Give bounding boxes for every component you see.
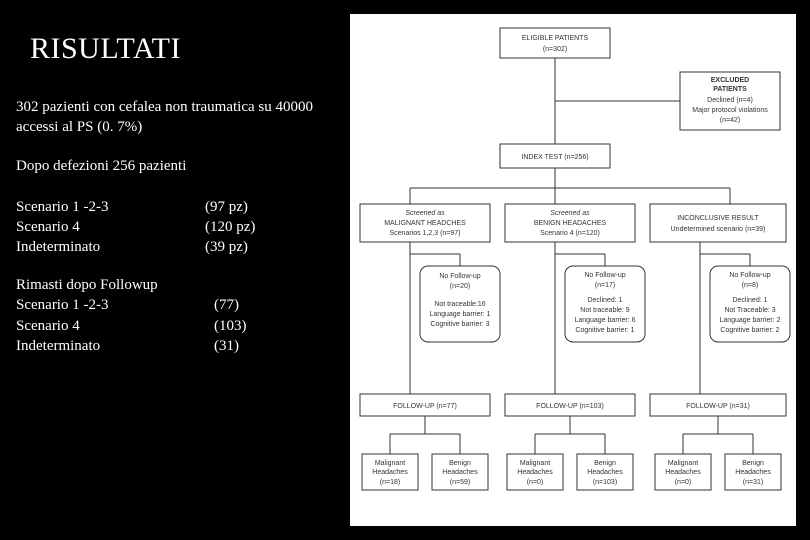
lbl: Scenario 4 (n=120)	[540, 230, 600, 237]
excluded-title1: EXCLUDED	[711, 77, 750, 84]
lbl: Malignant	[375, 460, 405, 467]
lbl: Screened as	[550, 210, 590, 217]
conn	[683, 416, 753, 454]
eligible-n: (n=302)	[543, 46, 567, 53]
excluded-title2: PATIENTS	[713, 86, 747, 93]
lbl: No Follow-up	[584, 272, 625, 279]
lbl: Malignant	[520, 460, 550, 467]
lbl: Cognitive barrier: 1	[575, 327, 634, 334]
lbl: BENIGN HEADACHES	[534, 220, 607, 227]
cell: Scenario 4	[16, 316, 196, 336]
conn	[410, 242, 460, 266]
excluded-line3: Declined (n=4)	[707, 97, 753, 104]
lbl: INCONCLUSIVE RESULT	[677, 215, 759, 222]
cell: (103)	[214, 316, 334, 336]
cell: (120 pz)	[205, 217, 334, 237]
patient-flow-diagram: ELIGIBLE PATIENTS (n=302) EXCLUDED PATIE…	[350, 14, 796, 526]
after-dropout-paragraph: Dopo defezioni 256 pazienti	[16, 157, 334, 177]
lbl: Headaches	[372, 469, 408, 476]
lbl: Benign	[594, 460, 616, 467]
scenario-counts-table: Scenario 1 -2-3 (97 pz) Scenario 4 (120 pz…	[16, 197, 334, 258]
conn	[555, 242, 605, 266]
cell: Indeterminato	[16, 336, 196, 356]
cell: Indeterminato	[16, 237, 187, 257]
lbl: Language barrier: 2	[719, 317, 780, 324]
cell: (77)	[214, 295, 334, 315]
excluded-line4: Major protocol violations	[692, 107, 768, 114]
lbl: MALIGNANT HEADCHES	[384, 220, 466, 227]
lbl: Malignant	[668, 460, 698, 467]
page-title: RISULTATI	[30, 32, 334, 66]
text-panel: RISULTATI 302 pazienti con cefalea non t…	[0, 0, 350, 540]
lbl: (n=59)	[450, 479, 470, 486]
lbl: (n=17)	[595, 282, 615, 289]
lbl: No Follow-up	[729, 272, 770, 279]
lbl: No Follow-up	[439, 273, 480, 280]
cell: (31)	[214, 336, 334, 356]
lbl: (n=8)	[742, 282, 759, 289]
lbl: FOLLOW-UP (n=103)	[536, 403, 604, 410]
conn	[535, 416, 605, 454]
lbl: Cognitive barrier: 2	[720, 327, 779, 334]
eligible-box	[500, 28, 610, 58]
lbl: Declined: 1	[732, 297, 767, 304]
lbl: (n=31)	[743, 479, 763, 486]
screen-inconclusive-box	[650, 204, 786, 242]
lbl: Declined: 1	[587, 297, 622, 304]
flowchart-panel: ELIGIBLE PATIENTS (n=302) EXCLUDED PATIE…	[350, 14, 796, 526]
lbl: (n=103)	[593, 479, 617, 486]
cell: (97 pz)	[205, 197, 334, 217]
table-header: Rimasti dopo Followup	[16, 277, 334, 294]
cell: Scenario 4	[16, 217, 187, 237]
lbl: (n=18)	[380, 479, 400, 486]
conn	[700, 242, 750, 266]
cell: Scenario 1 -2-3	[16, 295, 196, 315]
lbl: Scenarios 1,2,3 (n=97)	[389, 230, 460, 237]
cell: (39 pz)	[205, 237, 334, 257]
intro-paragraph: 302 pazienti con cefalea non traumatica …	[16, 98, 334, 137]
lbl: Language barrier: 6	[574, 317, 635, 324]
lbl: Not traceable:16	[434, 301, 485, 308]
lbl: (n=20)	[450, 283, 470, 290]
cell: Scenario 1 -2-3	[16, 197, 187, 217]
lbl: Headaches	[442, 469, 478, 476]
lbl: FOLLOW-UP (n=77)	[393, 403, 457, 410]
index-label: INDEX TEST (n=256)	[521, 154, 588, 161]
eligible-label: ELIGIBLE PATIENTS	[522, 35, 589, 42]
lbl: (n=0)	[675, 479, 692, 486]
lbl: Undetermined scenario (n=39)	[671, 226, 766, 233]
lbl: Screened as	[405, 210, 445, 217]
conn	[390, 416, 460, 454]
lbl: Headaches	[517, 469, 553, 476]
lbl: Benign	[742, 460, 764, 467]
lbl: Not traceable: 9	[580, 307, 630, 314]
lbl: (n=0)	[527, 479, 544, 486]
lbl: Language barrier: 1	[429, 311, 490, 318]
followup-counts-table: Rimasti dopo Followup Scenario 1 -2-3 (77…	[16, 277, 334, 356]
lbl: Cognitive barrier: 3	[430, 321, 489, 328]
excluded-line5: (n=42)	[720, 117, 740, 124]
lbl: Headaches	[587, 469, 623, 476]
lbl: Benign	[449, 460, 471, 467]
lbl: Not Traceable: 3	[724, 307, 775, 314]
lbl: Headaches	[735, 469, 771, 476]
conn	[410, 168, 730, 204]
lbl: FOLLOW-UP (n=31)	[686, 403, 750, 410]
lbl: Headaches	[665, 469, 701, 476]
